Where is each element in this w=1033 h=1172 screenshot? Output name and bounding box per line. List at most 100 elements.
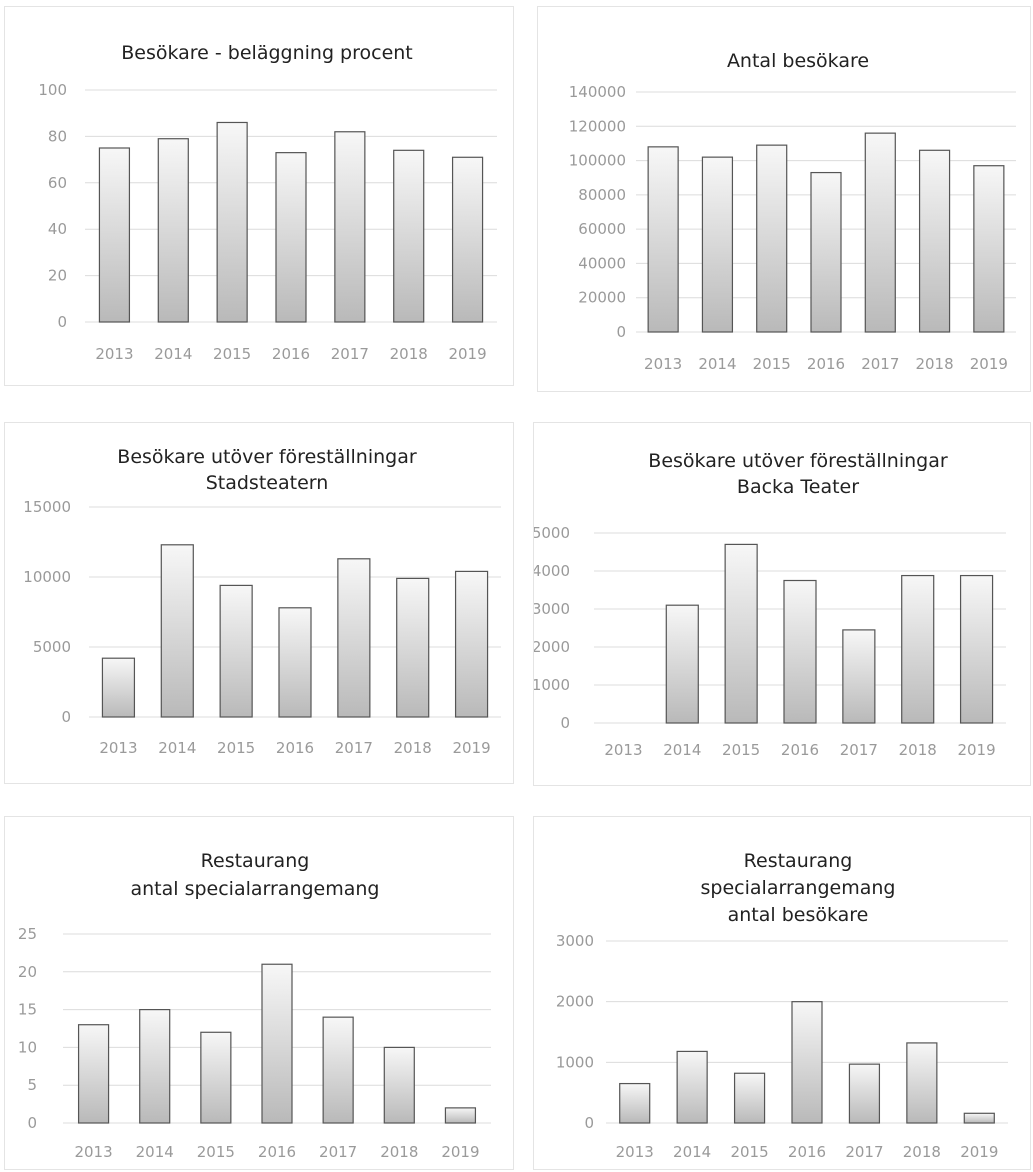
x-tick-label: 2013 [604,741,642,759]
bar-2019 [959,574,994,724]
y-tick-label: 3000 [534,600,570,618]
bar-2016 [810,171,842,333]
x-tick-label: 2018 [394,739,432,757]
bar-2015 [756,144,788,333]
bar-2014 [665,604,699,724]
x-tick-label: 2013 [95,345,133,363]
x-tick-label: 2017 [319,1143,357,1161]
y-tick-label: 0 [57,313,67,331]
bar-2014 [157,138,189,323]
bar-2013 [77,1024,110,1124]
x-tick-label: 2015 [217,739,255,757]
bar-2018 [906,1042,938,1124]
chart-title-line: Backa Teater [737,476,859,498]
chart-panel-visitors: Antal besökare 0 20000 40000 60000 80000 10000… [537,6,1031,392]
x-tick-label: 2016 [272,345,310,363]
y-tick-label: 20000 [578,289,626,307]
y-tick-label: 25 [18,925,37,943]
x-tick-label: 2014 [136,1143,174,1161]
chart-title-line: antal besökare [728,904,869,926]
chart-title-line: Besökare utöver föreställningar [117,446,417,468]
bar-2019 [973,165,1005,333]
bar-2018 [396,577,430,718]
bar-2015 [724,543,758,724]
bar-2016 [275,152,307,323]
bar-2017 [848,1063,881,1124]
y-tick-label: 80000 [578,186,626,204]
x-tick-label: 2017 [861,355,899,373]
y-tick-label: 120000 [569,117,626,135]
bar-2018 [393,149,425,323]
x-tick-label: 2018 [903,1143,941,1161]
x-tick-label: 2013 [99,739,137,757]
y-tick-label: 5000 [534,524,570,542]
y-tick-label: 15 [18,1001,37,1019]
x-tick-label: 2018 [915,355,953,373]
chart-title-line: Besökare - beläggning procent [121,42,413,64]
y-tick-label: 0 [584,1114,594,1132]
bar-2019 [963,1112,995,1124]
bar-2013 [647,146,679,333]
x-tick-label: 2019 [957,741,995,759]
bar-2018 [918,149,951,333]
y-tick-label: 140000 [569,83,626,101]
bar-2018 [901,574,935,724]
y-tick-label: 10 [18,1038,37,1056]
x-tick-label: 2014 [698,355,736,373]
y-tick-label: 4000 [534,562,570,580]
x-tick-label: 2016 [807,355,845,373]
bar-2015 [216,121,248,323]
chart-title-line: Restaurang [201,850,310,872]
bar-2013 [619,1082,651,1124]
bar-2016 [261,963,293,1124]
bar-2016 [278,607,312,718]
x-tick-label: 2017 [335,739,373,757]
y-tick-label: 1000 [556,1053,594,1071]
chart-panel-restaurant-events: Restaurang antal specialarrangemang 0 5 10 15… [4,816,514,1170]
y-tick-label: 15000 [23,498,71,516]
bar-2017 [864,132,896,333]
chart-svg: Restaurang specialarrangemang antal besöka… [556,850,1008,1161]
bar-2018 [383,1046,415,1124]
chart-svg: Antal besökare 0 20000 40000 60000 80000 10000… [569,50,1016,373]
chart-title-line: Antal besökare [727,50,869,72]
chart-panel-backa-teater: Besökare utöver föreställningar Backa Tea… [533,422,1031,786]
bar-2019 [454,570,489,718]
y-tick-label: 2000 [534,638,570,656]
x-tick-label: 2014 [158,739,196,757]
x-tick-label: 2017 [845,1143,883,1161]
chart-svg: Restaurang antal specialarrangemang 0 5 10 15… [18,850,491,1161]
chart-svg: Besökare - beläggning procent 0 20 40 60 80 10… [38,42,497,363]
y-tick-label: 2000 [556,993,594,1011]
y-tick-label: 40000 [578,254,626,272]
y-tick-label: 100 [38,81,67,99]
chart-title-line: Besökare utöver föreställningar [648,450,948,472]
bar-2019 [444,1107,477,1124]
bar-2016 [783,579,817,724]
bar-2016 [791,1001,823,1124]
bar-2014 [701,156,734,333]
x-tick-label: 2018 [380,1143,418,1161]
y-tick-label: 100000 [569,152,626,170]
chart-title-line: Stadsteatern [206,472,329,494]
y-tick-label: 3000 [556,932,594,950]
x-tick-label: 2015 [197,1143,235,1161]
x-tick-label: 2019 [452,739,490,757]
bar-2015 [219,584,253,718]
y-tick-label: 20 [48,267,67,285]
y-tick-label: 0 [27,1114,37,1132]
x-tick-label: 2019 [441,1143,479,1161]
bar-2013 [101,657,136,718]
bar-2017 [337,558,371,718]
x-tick-label: 2015 [730,1143,768,1161]
y-tick-label: 5000 [33,638,71,656]
chart-panel-occupancy: Besökare - beläggning procent 0 20 40 60 80 10… [4,6,514,386]
y-tick-label: 60000 [578,220,626,238]
x-tick-label: 2014 [673,1143,711,1161]
y-tick-label: 20 [18,963,37,981]
bar-2015 [733,1072,766,1124]
bar-2014 [676,1050,708,1124]
y-tick-label: 0 [61,708,71,726]
y-tick-label: 1000 [534,676,570,694]
x-tick-label: 2016 [781,741,819,759]
